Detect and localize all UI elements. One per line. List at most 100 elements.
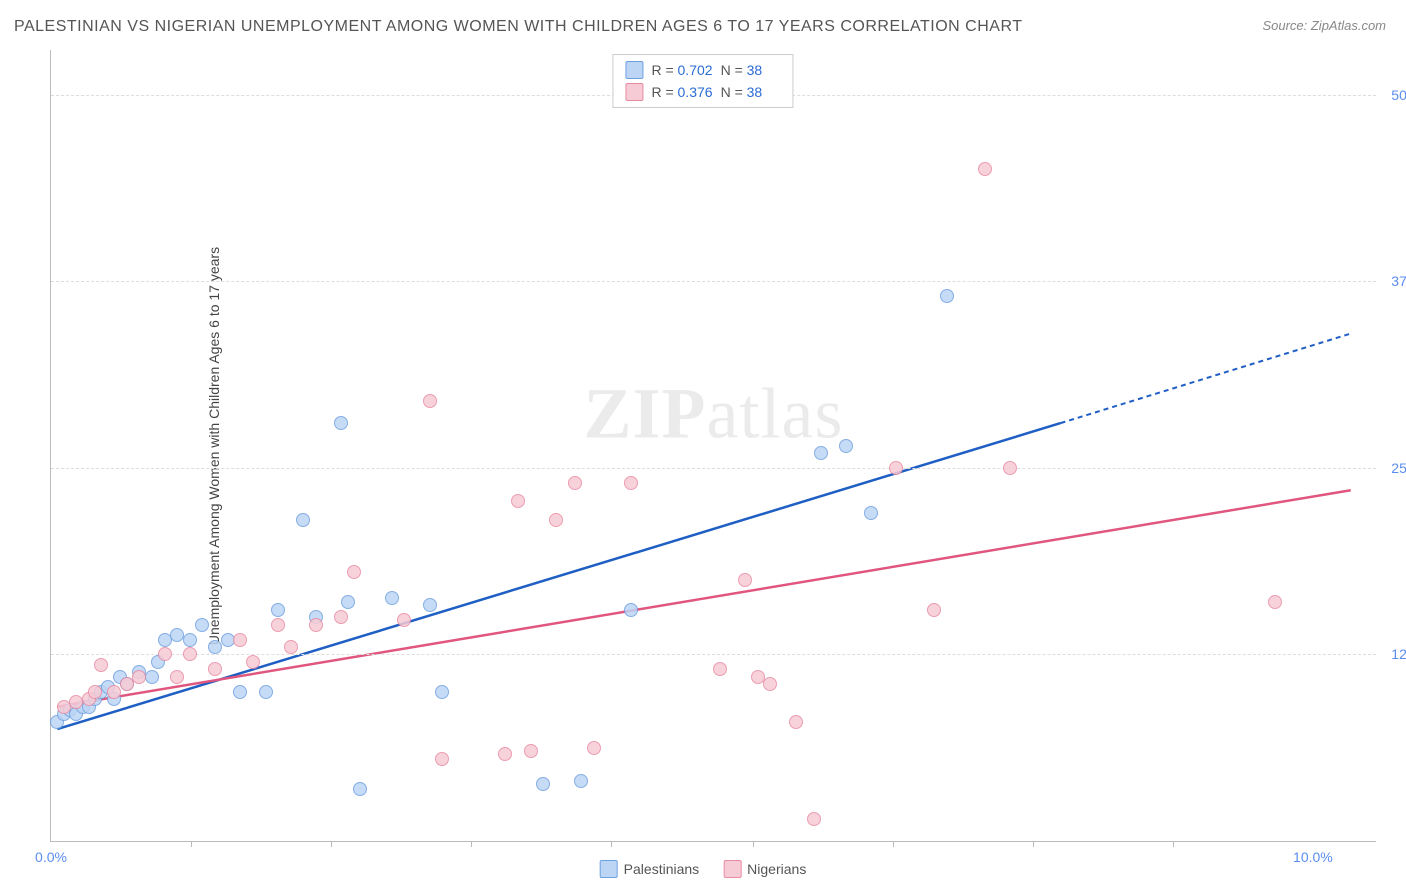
point-nigerians (927, 603, 941, 617)
point-nigerians (1003, 461, 1017, 475)
point-nigerians (524, 744, 538, 758)
r-value-nigerians: 0.376 (678, 84, 713, 100)
legend-row-nigerians: R = 0.376 N = 38 (625, 81, 780, 103)
point-palestinians (423, 598, 437, 612)
point-palestinians (536, 777, 550, 791)
x-tick (331, 841, 332, 847)
point-nigerians (120, 677, 134, 691)
point-palestinians (864, 506, 878, 520)
trend-line-palestinians (57, 423, 1060, 729)
point-nigerians (309, 618, 323, 632)
point-nigerians (284, 640, 298, 654)
x-tick (611, 841, 612, 847)
legend-label-nigerians: Nigerians (747, 861, 806, 877)
point-nigerians (435, 752, 449, 766)
n-value-palestinians: 38 (747, 62, 763, 78)
point-palestinians (296, 513, 310, 527)
x-tick (471, 841, 472, 847)
legend-statistics: R = 0.702 N = 38 R = 0.376 N = 38 (612, 54, 793, 108)
point-palestinians (195, 618, 209, 632)
point-nigerians (88, 685, 102, 699)
point-nigerians (587, 741, 601, 755)
point-nigerians (94, 658, 108, 672)
x-tick (893, 841, 894, 847)
swatch-nigerians-bottom (723, 860, 741, 878)
point-nigerians (807, 812, 821, 826)
watermark-text: ZIPatlas (584, 372, 844, 455)
point-palestinians (385, 591, 399, 605)
point-nigerians (334, 610, 348, 624)
point-nigerians (132, 670, 146, 684)
legend-item-palestinians: Palestinians (600, 860, 700, 878)
point-nigerians (271, 618, 285, 632)
point-nigerians (208, 662, 222, 676)
source-attribution: Source: ZipAtlas.com (1262, 18, 1386, 33)
swatch-palestinians (625, 61, 643, 79)
chart-plot-area: ZIPatlas 12.5%25.0%37.5%50.0%0.0%10.0% (50, 50, 1376, 842)
x-tick (191, 841, 192, 847)
point-palestinians (271, 603, 285, 617)
x-tick-label: 10.0% (1293, 849, 1333, 865)
r-label: R = (651, 84, 673, 100)
point-nigerians (738, 573, 752, 587)
x-tick-label: 0.0% (35, 849, 67, 865)
legend-row-palestinians: R = 0.702 N = 38 (625, 59, 780, 81)
point-nigerians (498, 747, 512, 761)
point-nigerians (233, 633, 247, 647)
point-nigerians (183, 647, 197, 661)
trend-line-extrapolated (1061, 334, 1351, 424)
grid-line-horizontal (51, 468, 1376, 469)
y-tick-label: 50.0% (1391, 87, 1406, 103)
swatch-nigerians (625, 83, 643, 101)
x-tick (1173, 841, 1174, 847)
point-palestinians (183, 633, 197, 647)
point-nigerians (549, 513, 563, 527)
y-tick-label: 25.0% (1391, 460, 1406, 476)
point-palestinians (839, 439, 853, 453)
n-label: N = (721, 84, 743, 100)
point-palestinians (435, 685, 449, 699)
point-nigerians (170, 670, 184, 684)
point-palestinians (334, 416, 348, 430)
point-palestinians (208, 640, 222, 654)
point-nigerians (1268, 595, 1282, 609)
point-nigerians (789, 715, 803, 729)
legend-item-nigerians: Nigerians (723, 860, 806, 878)
trend-lines-layer (51, 50, 1376, 841)
point-palestinians (814, 446, 828, 460)
point-nigerians (107, 685, 121, 699)
point-nigerians (889, 461, 903, 475)
point-palestinians (341, 595, 355, 609)
point-nigerians (763, 677, 777, 691)
point-nigerians (713, 662, 727, 676)
point-nigerians (423, 394, 437, 408)
point-palestinians (624, 603, 638, 617)
point-palestinians (353, 782, 367, 796)
point-palestinians (574, 774, 588, 788)
point-nigerians (978, 162, 992, 176)
point-nigerians (511, 494, 525, 508)
r-value-palestinians: 0.702 (678, 62, 713, 78)
point-nigerians (347, 565, 361, 579)
y-tick-label: 37.5% (1391, 273, 1406, 289)
legend-series: Palestinians Nigerians (600, 860, 807, 878)
trend-line-nigerians (57, 490, 1350, 706)
point-palestinians (940, 289, 954, 303)
n-label: N = (721, 62, 743, 78)
point-palestinians (233, 685, 247, 699)
point-nigerians (568, 476, 582, 490)
point-nigerians (624, 476, 638, 490)
n-value-nigerians: 38 (747, 84, 763, 100)
x-tick (753, 841, 754, 847)
y-tick-label: 12.5% (1391, 646, 1406, 662)
r-label: R = (651, 62, 673, 78)
point-nigerians (246, 655, 260, 669)
swatch-palestinians-bottom (600, 860, 618, 878)
point-nigerians (158, 647, 172, 661)
point-palestinians (259, 685, 273, 699)
point-nigerians (397, 613, 411, 627)
legend-label-palestinians: Palestinians (624, 861, 700, 877)
x-tick (1033, 841, 1034, 847)
point-palestinians (145, 670, 159, 684)
chart-title: PALESTINIAN VS NIGERIAN UNEMPLOYMENT AMO… (14, 18, 1023, 36)
